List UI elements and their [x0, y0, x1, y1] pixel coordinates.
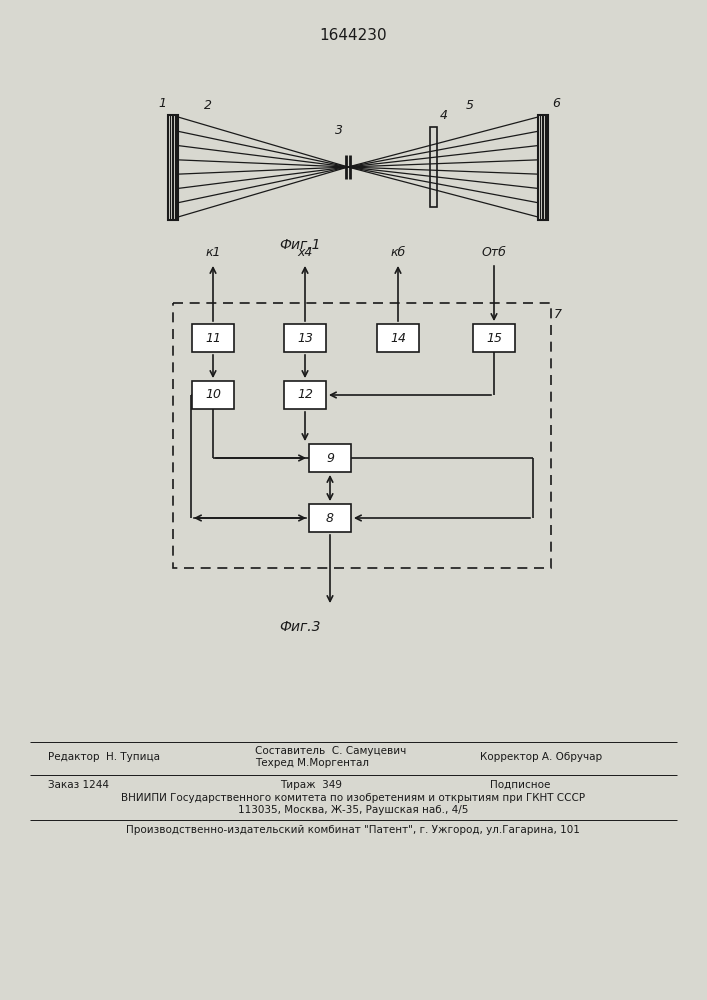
Bar: [309, 504, 351, 532]
Text: х4: х4: [298, 246, 312, 259]
Text: Редактор  Н. Тупица: Редактор Н. Тупица: [48, 752, 160, 762]
Bar: [192, 324, 234, 352]
Text: 6: 6: [552, 97, 560, 110]
Text: Фиг.3: Фиг.3: [279, 620, 321, 634]
Text: 5: 5: [466, 99, 474, 112]
Bar: [309, 444, 351, 472]
Text: 13: 13: [297, 332, 313, 344]
Bar: [538, 115, 548, 220]
Text: 15: 15: [486, 332, 502, 344]
Text: 3: 3: [335, 124, 343, 137]
Text: 8: 8: [326, 512, 334, 524]
Bar: [284, 324, 326, 352]
Bar: [284, 381, 326, 409]
Text: Корректор А. Обручар: Корректор А. Обручар: [480, 752, 602, 762]
Text: 14: 14: [390, 332, 406, 344]
Text: 12: 12: [297, 388, 313, 401]
Bar: [168, 115, 178, 220]
Text: 1: 1: [158, 97, 166, 110]
Bar: [192, 381, 234, 409]
Bar: [173, 303, 551, 568]
Text: 4: 4: [440, 109, 448, 122]
Text: кб: кб: [390, 246, 406, 259]
Text: 2: 2: [204, 99, 212, 112]
Text: Тираж  349: Тираж 349: [280, 780, 342, 790]
Text: Техред М.Моргентал: Техред М.Моргентал: [255, 758, 369, 768]
Text: 11: 11: [205, 332, 221, 344]
Text: Подписное: Подписное: [490, 780, 550, 790]
Text: ВНИИПИ Государственного комитета по изобретениям и открытиям при ГКНТ СССР: ВНИИПИ Государственного комитета по изоб…: [121, 793, 585, 803]
Text: 9: 9: [326, 452, 334, 464]
Text: 10: 10: [205, 388, 221, 401]
Text: Производственно-издательский комбинат "Патент", г. Ужгород, ул.Гагарина, 101: Производственно-издательский комбинат "П…: [126, 825, 580, 835]
Bar: [473, 324, 515, 352]
Text: Фиг.1: Фиг.1: [279, 238, 321, 252]
Bar: [377, 324, 419, 352]
Text: 1644230: 1644230: [319, 28, 387, 43]
Text: Заказ 1244: Заказ 1244: [48, 780, 109, 790]
Text: 113035, Москва, Ж-35, Раушская наб., 4/5: 113035, Москва, Ж-35, Раушская наб., 4/5: [238, 805, 468, 815]
Text: Отб: Отб: [481, 246, 506, 259]
Text: Составитель  С. Самуцевич: Составитель С. Самуцевич: [255, 746, 407, 756]
Text: к1: к1: [205, 246, 221, 259]
Text: 7: 7: [554, 308, 562, 321]
Bar: [430, 127, 437, 207]
